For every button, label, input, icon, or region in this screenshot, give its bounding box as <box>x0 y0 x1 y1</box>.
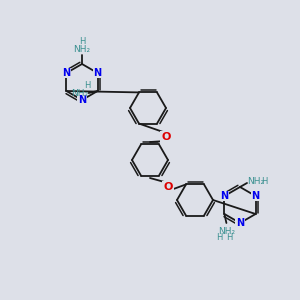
Text: N: N <box>236 218 244 228</box>
Text: N: N <box>220 191 229 201</box>
Text: N: N <box>251 191 260 201</box>
Text: H: H <box>84 80 91 89</box>
Text: O: O <box>163 182 173 192</box>
Text: NH₂: NH₂ <box>71 88 88 98</box>
Text: N: N <box>62 68 70 78</box>
Text: NH₂: NH₂ <box>248 176 265 185</box>
Text: N: N <box>78 95 86 105</box>
Text: H: H <box>261 176 267 185</box>
Text: NH₂: NH₂ <box>74 46 91 55</box>
Text: H: H <box>79 38 85 46</box>
Text: H: H <box>226 233 232 242</box>
Text: O: O <box>161 132 171 142</box>
Text: N: N <box>94 68 102 78</box>
Text: H: H <box>216 233 223 242</box>
Text: NH₂: NH₂ <box>218 227 235 236</box>
